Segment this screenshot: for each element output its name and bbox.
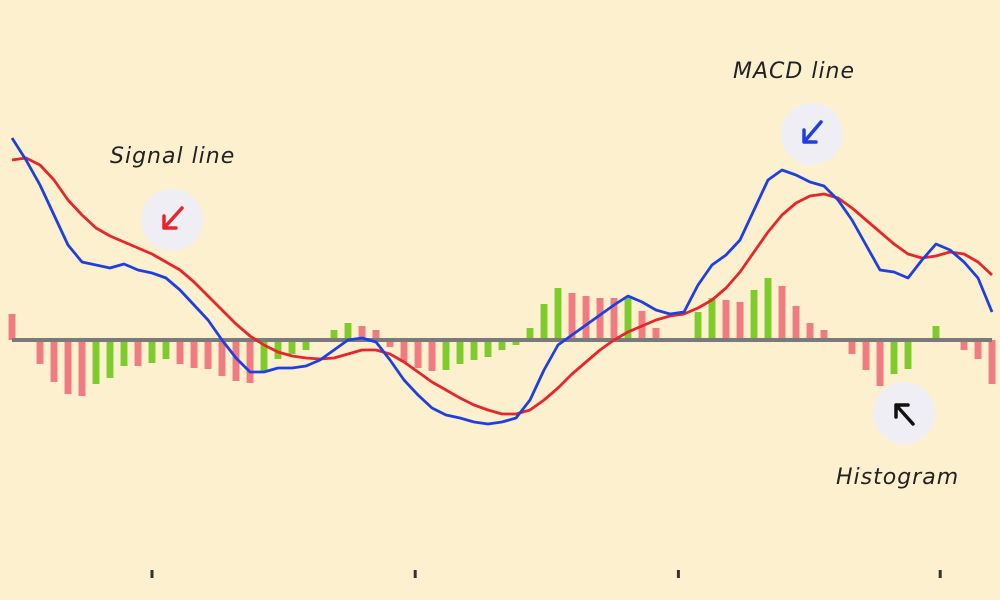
histogram-bar [372, 330, 380, 340]
histogram-bar [414, 340, 422, 368]
histogram-bar [386, 340, 394, 347]
histogram-bar [148, 340, 156, 363]
histogram-bar [694, 312, 702, 340]
histogram-bar [218, 340, 226, 376]
histogram-bar [358, 326, 366, 340]
signal-callout [141, 189, 203, 251]
annotation: Signal line [110, 144, 235, 169]
histogram-bar [932, 326, 940, 340]
histogram-bar [120, 340, 128, 366]
histogram-bar [540, 304, 548, 340]
histogram-bar [78, 340, 86, 396]
histogram-bar [624, 297, 632, 340]
histogram-bar [988, 340, 996, 384]
histogram-bar [134, 340, 142, 366]
histogram-bar [596, 298, 604, 340]
macd-callout [781, 103, 843, 165]
histogram-callout [873, 382, 935, 444]
histogram-bar [736, 302, 744, 340]
histogram-bar [526, 328, 534, 340]
histogram-bar [862, 340, 870, 370]
histogram-bar [960, 340, 968, 350]
histogram-bar [36, 340, 44, 364]
histogram-bar [806, 323, 814, 340]
histogram-bar [820, 330, 828, 340]
histogram-bar [610, 298, 618, 340]
histogram-bar [582, 296, 590, 340]
histogram-bar [232, 340, 240, 381]
histogram-bar [274, 340, 282, 359]
histogram-bar [64, 340, 72, 394]
annotation: MACD line [733, 59, 855, 84]
histogram-bar [512, 340, 520, 345]
callout-arrow [802, 120, 823, 144]
histogram-bar [162, 340, 170, 359]
histogram-bar [428, 340, 436, 371]
histogram-bar [400, 340, 408, 362]
callout-arrow [894, 403, 915, 426]
histogram-bar [764, 278, 772, 340]
histogram-bar [302, 340, 310, 350]
histogram-bar [848, 340, 856, 354]
histogram-bar [106, 340, 114, 378]
histogram-bar [750, 290, 758, 340]
histogram-bar [456, 340, 464, 364]
series-line [10, 137, 994, 426]
histogram-bar [246, 340, 254, 383]
callout-arrow [162, 206, 184, 230]
histogram-bar [288, 340, 296, 354]
histogram-bar [904, 340, 912, 369]
histogram-bar [484, 340, 492, 357]
histogram-bar [470, 340, 478, 360]
histogram-bar [974, 340, 982, 359]
histogram-bar [890, 340, 898, 374]
histogram-bar [792, 306, 800, 340]
histogram-bar [722, 300, 730, 340]
histogram-bar [92, 340, 100, 384]
histogram-bar [498, 340, 506, 350]
histogram-bar [190, 340, 198, 368]
histogram-bar [568, 293, 576, 340]
histogram-bar [330, 330, 338, 340]
histogram-bar [554, 288, 562, 340]
series-line [11, 156, 993, 416]
annotation: Histogram [836, 465, 959, 490]
histogram-bar [708, 298, 716, 340]
histogram-bar [176, 340, 184, 364]
histogram-bar [204, 340, 212, 369]
histogram-bar [876, 340, 884, 386]
histogram-bar [50, 340, 58, 382]
histogram-bar [344, 323, 352, 340]
histogram-bar [8, 314, 16, 340]
histogram-bar [442, 340, 450, 370]
plot [8, 137, 996, 578]
histogram-bar [652, 328, 660, 340]
histogram-bar [778, 286, 786, 340]
histogram-bar [260, 340, 268, 372]
